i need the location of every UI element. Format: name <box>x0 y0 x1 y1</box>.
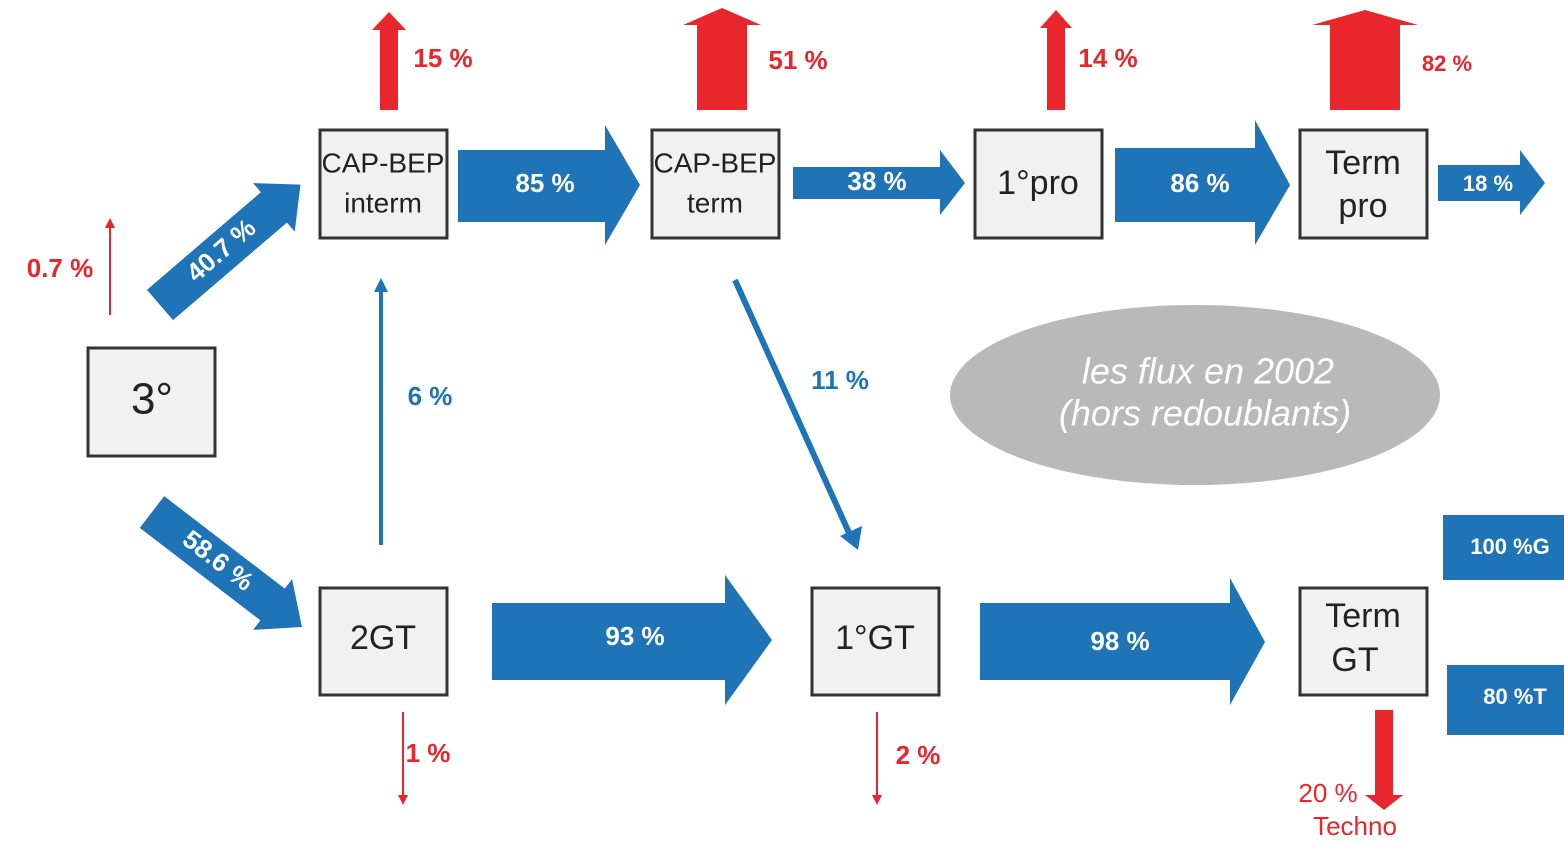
flow-label: 51 % <box>768 45 827 75</box>
flow-label: 0.7 % <box>27 253 94 283</box>
node-label: 1°GT <box>835 619 915 657</box>
flow-arrow <box>732 278 853 537</box>
node-label: interm <box>344 187 422 218</box>
flow-arrow <box>1447 665 1564 735</box>
flow-arrow <box>793 150 965 215</box>
node-box <box>650 128 781 240</box>
flow-label: 20 % <box>1298 778 1357 808</box>
flow-label: 2 % <box>896 740 941 770</box>
flow-label: 85 % <box>515 168 574 198</box>
flow-arrow <box>139 496 302 630</box>
node-label: term <box>687 187 743 218</box>
flow-label: 86 % <box>1170 168 1229 198</box>
node-label: CAP-BEP <box>322 147 445 178</box>
flow-label: 1 % <box>406 738 451 768</box>
node-box <box>86 346 217 458</box>
node-box <box>810 586 941 697</box>
flow-arrow <box>458 125 640 245</box>
node-box <box>318 586 449 697</box>
node-label: pro <box>1338 187 1387 225</box>
flow-label: 18 % <box>1463 171 1513 196</box>
node-label: 1°pro <box>997 164 1079 202</box>
flow-label: Techno <box>1313 811 1397 841</box>
exit-arrow <box>683 8 761 110</box>
flow-label: 11 % <box>811 365 869 395</box>
exit-arrow <box>1312 10 1418 110</box>
node-label: Term <box>1325 597 1401 635</box>
flow-arrow <box>492 575 772 705</box>
node-label: Term <box>1325 144 1401 182</box>
node-label: 3° <box>131 375 173 424</box>
flow-label: 82 % <box>1422 51 1472 76</box>
node-label: 2GT <box>350 619 416 657</box>
flow-label: 100 %G <box>1470 534 1550 559</box>
node-box <box>1298 586 1429 697</box>
exit-arrow <box>105 218 115 315</box>
flow-label: 15 % <box>413 43 472 73</box>
node-label: GT <box>1331 641 1378 679</box>
exit-arrow <box>872 712 882 805</box>
exit-arrow <box>398 712 408 805</box>
flow-arrow-group: 58.6 % <box>139 496 302 630</box>
flow-label: 93 % <box>605 621 664 651</box>
note-line: les flux en 2002 <box>1082 351 1334 392</box>
flow-label: 98 % <box>1090 626 1149 656</box>
node-box <box>1298 128 1429 240</box>
flow-arrow <box>1443 515 1564 580</box>
flow-arrow <box>374 278 388 545</box>
flow-arrow <box>1115 120 1290 245</box>
note-line: (hors redoublants) <box>1059 393 1351 434</box>
node-label: CAP-BEP <box>654 147 777 178</box>
flow-label: 6 % <box>408 381 453 411</box>
node-box <box>318 128 449 240</box>
flow-label: 14 % <box>1078 43 1137 73</box>
flow-arrow <box>146 183 301 321</box>
exit-arrow <box>1040 10 1072 110</box>
exit-arrow <box>372 12 406 110</box>
note-ellipse <box>950 305 1440 485</box>
node-box <box>973 128 1104 240</box>
flow-arrow-head <box>840 526 862 550</box>
flow-label: 80 %T <box>1483 684 1547 709</box>
flow-label: 38 % <box>847 166 906 196</box>
exit-arrow <box>1365 710 1403 810</box>
flow-arrow <box>1438 150 1545 215</box>
flow-arrow <box>980 578 1265 705</box>
flow-arrow-group: 40.7 % <box>146 183 301 321</box>
